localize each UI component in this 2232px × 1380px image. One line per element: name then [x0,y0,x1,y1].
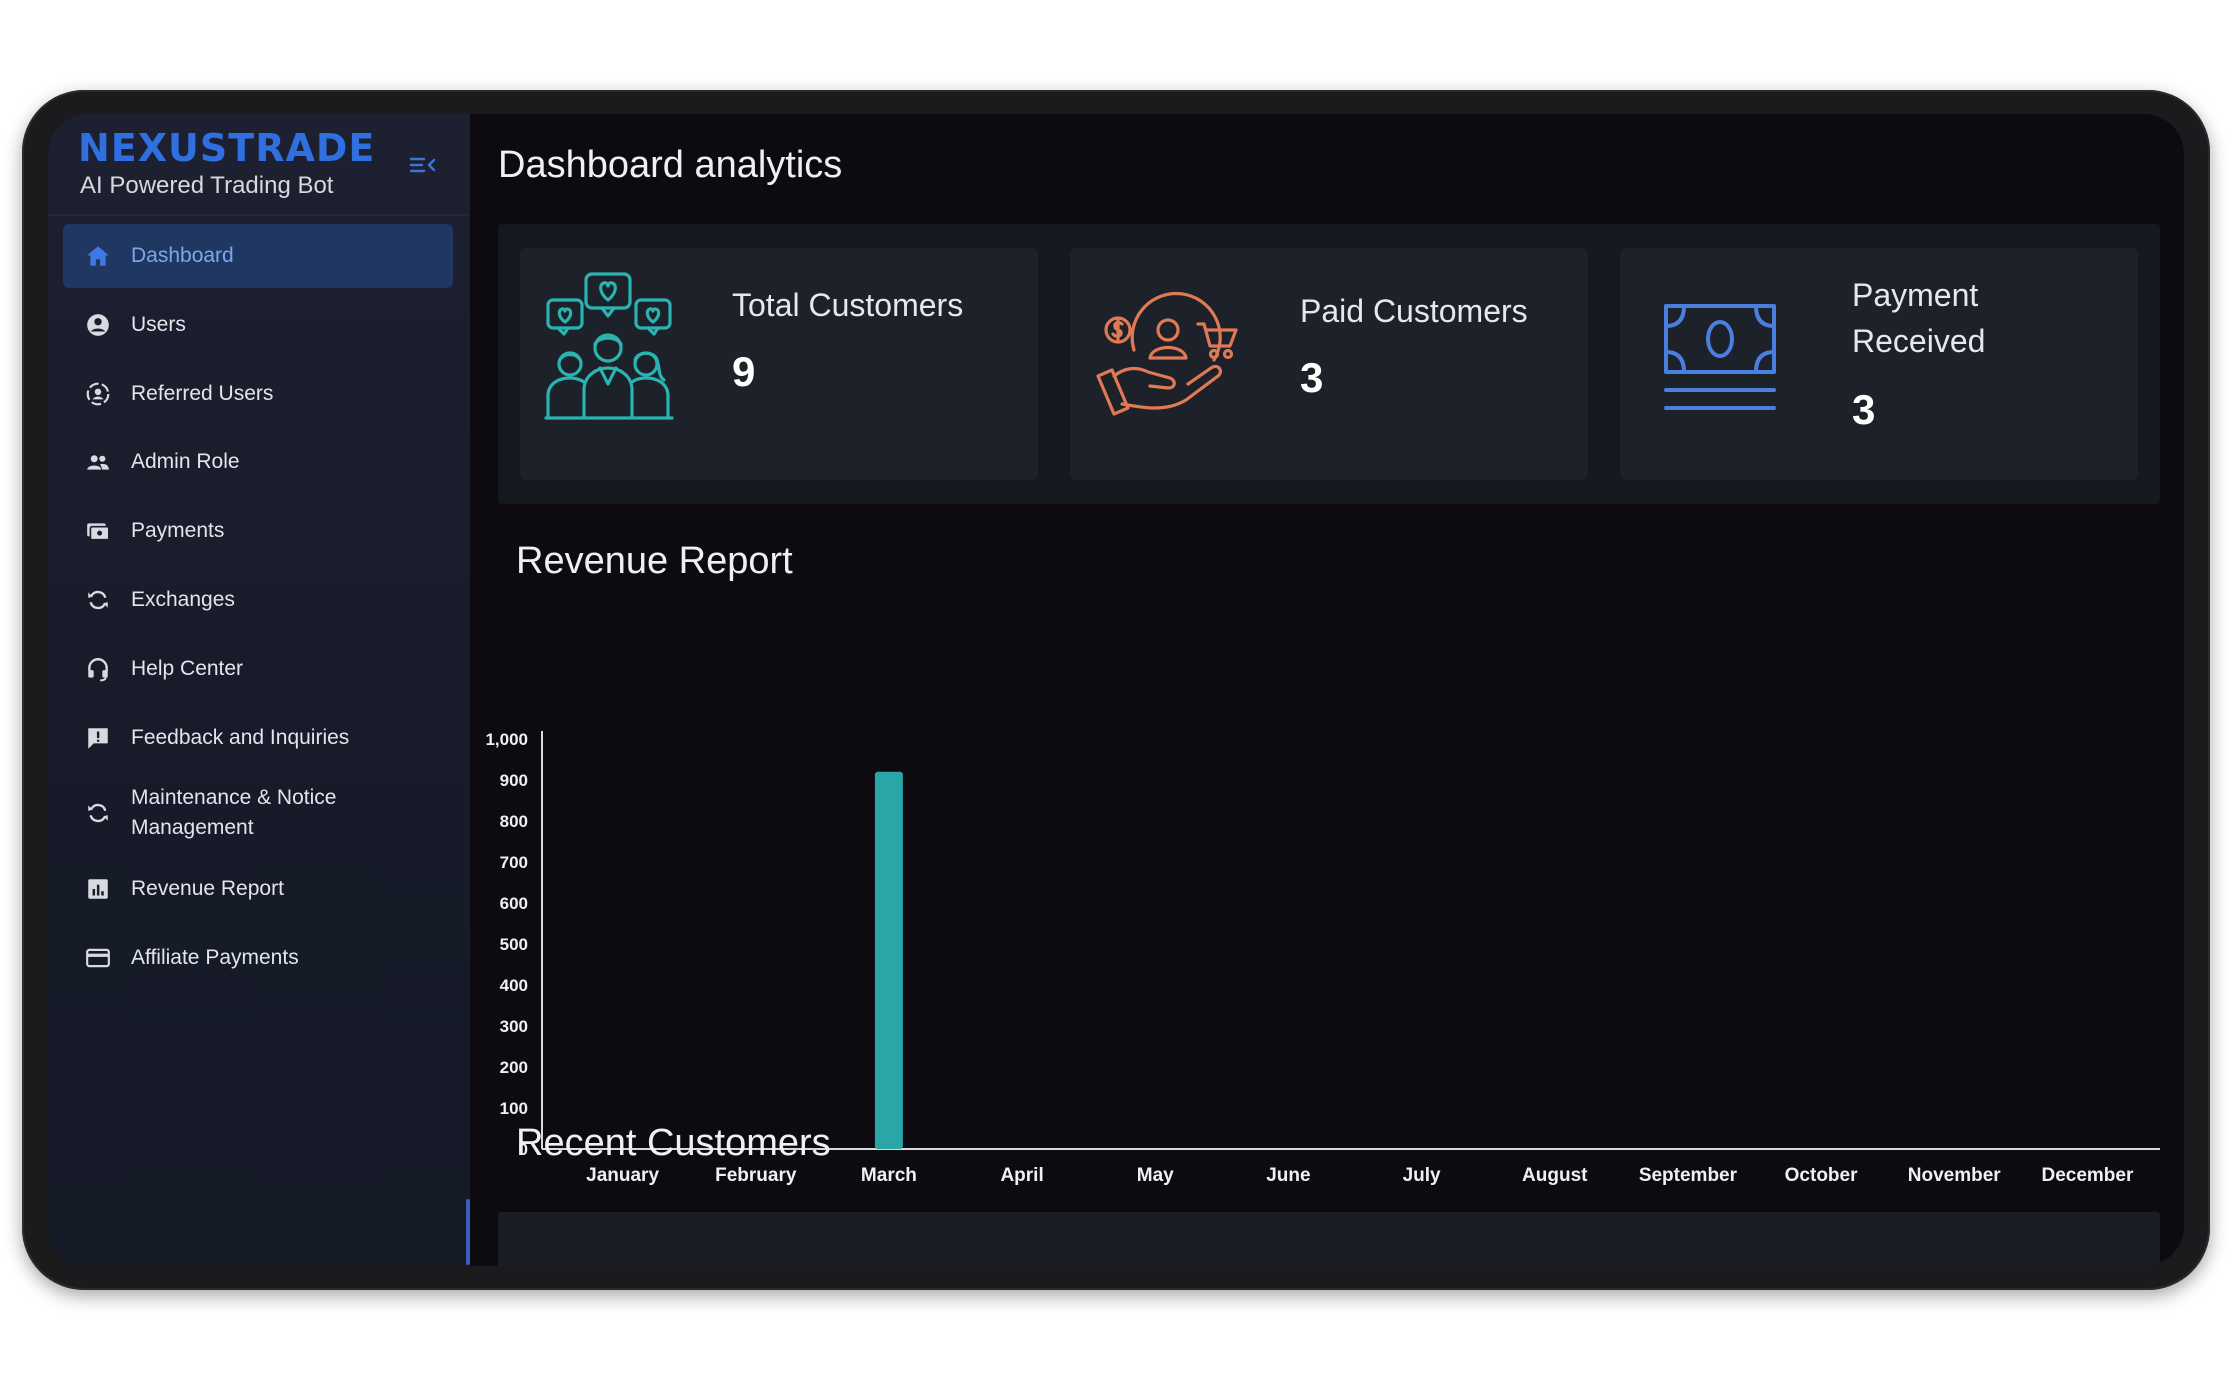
banknote-icon [1662,302,1778,414]
revenue-chart: 0 100 200 300 400 500 600 700 800 900 1,000 January… [470,604,2182,1224]
main-content: Dashboard analytics [470,114,2184,1266]
x-tick-label: April [1000,1165,1043,1186]
x-tick-label: May [1137,1165,1174,1186]
payments-icon [83,516,113,546]
sidebar-item-payments[interactable]: Payments [63,499,453,563]
sidebar-item-label: Admin Role [131,450,240,474]
x-tick-label: September [1639,1165,1738,1186]
page-title: Dashboard analytics [498,144,843,186]
sidebar-item-exchanges[interactable]: Exchanges [63,568,453,632]
revenue-chart-svg: 0 100 200 300 400 500 600 700 800 900 1,000 January… [485,730,2160,1186]
card-icon [83,943,113,973]
home-icon [83,241,113,271]
stat-value: 3 [1852,386,1876,433]
y-tick-label: 0 [519,1140,528,1159]
device-frame: NEXUSTRADE AI Powered Trading Bot [22,90,2210,1290]
brand-divider [48,214,470,216]
stat-card-total-customers: Total Customers 9 [520,248,1038,480]
sidebar-item-affiliate-payments[interactable]: Affiliate Payments [63,926,453,990]
stat-label: Total Customers [732,287,964,323]
sidebar-item-label: Users [131,312,186,336]
sidebar-item-label: Dashboard [131,244,234,267]
x-tick-label: December [2041,1165,2133,1186]
referred-user-icon [83,379,113,409]
sidebar-item-referred-users[interactable]: Referred Users [63,362,453,426]
bar-chart-icon [83,874,113,904]
y-tick-label: 200 [500,1058,528,1077]
sidebar-item-maintenance[interactable]: Maintenance & Notice Management [63,774,453,852]
sync-icon [83,798,113,828]
brand-logo-text: NEXUSTRADE [78,126,376,170]
stat-card-paid-customers: Paid Customers 3 [1070,248,1588,480]
x-tick-label: October [1785,1165,1858,1186]
y-tick-label: 800 [500,812,528,831]
sidebar-scrollbar[interactable] [466,1199,470,1265]
y-tick-label: 700 [500,853,528,872]
paid-customer-icon [1094,272,1238,422]
y-tick-label: 100 [500,1099,528,1118]
y-tick-label: 400 [500,976,528,995]
sidebar-item-users[interactable]: Users [63,293,453,357]
headset-icon [83,654,113,684]
sidebar-item-label: Feedback and Inquiries [131,725,350,749]
x-tick-label: July [1403,1165,1441,1186]
x-tick-label: February [715,1165,797,1186]
y-tick-label: 500 [500,935,528,954]
sidebar-item-dashboard[interactable]: Dashboard [63,224,453,288]
sidebar-item-admin-role[interactable]: Admin Role [63,430,453,494]
sidebar: NEXUSTRADE AI Powered Trading Bot [48,114,470,1266]
sidebar-item-label: Referred Users [131,381,274,405]
stat-value: 3 [1300,354,1324,401]
user-circle-icon [83,310,113,340]
x-tick-label: January [586,1165,659,1186]
people-icon [83,447,113,477]
stat-label-line2: Received [1852,323,1986,359]
bar-march [874,771,903,1149]
x-tick-label: March [861,1165,917,1186]
sidebar-item-label: Maintenance & Notice Management [131,786,337,840]
sidebar-item-revenue-report[interactable]: Revenue Report [63,857,453,921]
sidebar-item-label: Payments [131,519,225,543]
y-tick-label: 300 [500,1017,528,1036]
sidebar-item-label: Affiliate Payments [131,945,299,969]
stat-label-line1: Payment [1852,277,1979,313]
app-screen: NEXUSTRADE AI Powered Trading Bot [48,114,2184,1266]
sidebar-item-label: Help Center [131,656,244,680]
y-tick-label: 1,000 [485,730,528,749]
sidebar-item-label: Revenue Report [131,877,284,901]
exchange-icon [83,585,113,615]
x-tick-label: June [1266,1165,1310,1186]
stat-card-payment-received: Payment Received 3 [1620,248,2138,480]
feedback-icon [83,723,113,753]
revenue-report-title: Revenue Report [516,540,793,582]
x-tick-label: August [1522,1165,1588,1186]
sidebar-item-label: Exchanges [131,587,235,611]
customers-group-icon [544,272,676,422]
sidebar-item-feedback[interactable]: Feedback and Inquiries [63,706,453,770]
collapse-sidebar-icon[interactable] [408,150,438,180]
stat-value: 9 [732,348,756,395]
y-tick-label: 600 [500,894,528,913]
brand: NEXUSTRADE AI Powered Trading Bot [78,126,375,200]
recent-customers-table [498,1212,2160,1266]
sidebar-nav: Dashboard Users Referred Users [63,224,453,995]
y-tick-label: 900 [500,771,528,790]
recent-customers-title: Recent Customers [516,1122,831,1164]
stats-panel: Total Customers 9 [498,224,2160,504]
sidebar-item-help-center[interactable]: Help Center [63,637,453,701]
stat-label: Paid Customers [1300,293,1528,329]
brand-tagline: AI Powered Trading Bot [80,172,334,199]
x-tick-label: November [1908,1165,2002,1186]
